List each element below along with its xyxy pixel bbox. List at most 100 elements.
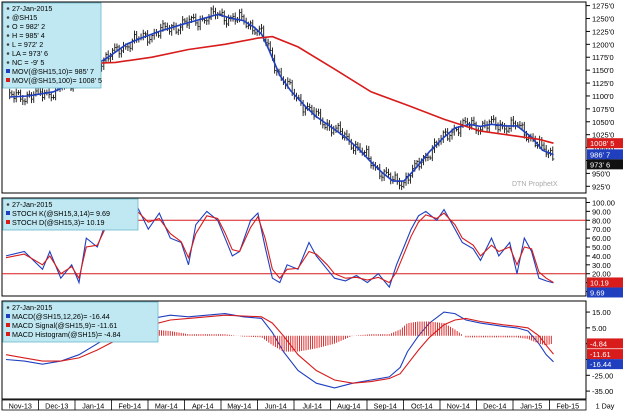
stoch-ytick-label: 30.00 — [592, 261, 611, 270]
price-info-line: 27-Jan-2015 — [12, 4, 52, 13]
macd-legend-label: MACD(@SH15,12,26)= -16.44 — [12, 312, 110, 321]
stoch-last-value-tag — [587, 277, 623, 288]
price-ytick-label: 1175'0 — [592, 53, 614, 62]
stoch-ytick-label: 50.00 — [592, 243, 611, 252]
price-ytick-label: 1225'0 — [592, 27, 614, 36]
price-legend-swatch — [6, 69, 10, 73]
price-last-value-tag — [587, 159, 623, 170]
stoch-ytick-label: 70.00 — [592, 225, 611, 234]
price-last-value-tag — [587, 149, 623, 160]
price-info-bullet — [6, 25, 10, 28]
macd-last-value-label: -11.61 — [590, 350, 611, 359]
price-panel: 1275'0 1250'0 1225'0 1200'0 1175'0 1150'0 1125… — [1, 1, 623, 194]
price-info-line: H = 985' 4 — [12, 31, 45, 40]
stoch-ytick-label: 20.00 — [592, 270, 611, 279]
price-series-0 — [9, 13, 554, 182]
stoch-legend-swatch — [6, 211, 10, 215]
x-tick-label: Feb-14 — [118, 402, 141, 411]
stoch-info-box — [2, 198, 139, 231]
price-last-value-label: 1008' 5 — [590, 139, 614, 148]
macd-last-value-label: -16.44 — [590, 360, 611, 369]
x-tick-label: Aug-14 — [337, 402, 360, 411]
macd-ytick-label: -35.00 — [592, 387, 613, 396]
price-info-bullet — [6, 43, 10, 46]
stoch-legend-swatch — [6, 220, 10, 224]
x-interval-label: 1 Day — [596, 402, 615, 411]
x-tick-label: Nov-14 — [447, 402, 470, 411]
macd-info-line: 27-Jan-2015 — [12, 303, 52, 312]
macd-last-value-tag — [587, 349, 623, 360]
price-info-line: NC = -9' 5 — [12, 58, 44, 67]
x-tick-label: Sep-14 — [374, 402, 397, 411]
price-last-value-label: 986' 7 — [590, 150, 610, 159]
macd-panel: 15.005.00-5.00-15.00-25.00-35.00-4.84-11… — [1, 300, 623, 400]
macd-last-value-tag — [587, 338, 623, 349]
x-tick-label: May-14 — [227, 402, 251, 411]
x-tick-label: Apr-14 — [192, 402, 214, 411]
price-last-value-tag — [587, 138, 623, 149]
price-ytick-label: 1025'0 — [592, 131, 614, 140]
stoch-last-value-label: 9.69 — [590, 288, 605, 297]
price-ytick-label: 1150'0 — [592, 66, 614, 75]
x-tick-label: Dec-14 — [483, 402, 506, 411]
x-tick-label: Mar-14 — [155, 402, 178, 411]
macd-info-bullet — [6, 306, 10, 309]
macd-ytick-label: 15.00 — [592, 308, 611, 317]
macd-legend-swatch — [6, 332, 10, 336]
price-legend-label: MOV(@SH15,100)= 1008' 5 — [12, 76, 102, 85]
price-info-bullet — [6, 61, 10, 64]
price-info-line: L = 972' 2 — [12, 40, 43, 49]
watermark: DTN ProphetX — [512, 181, 558, 188]
x-tick-label: Oct-14 — [411, 402, 433, 411]
stoch-last-value-label: 10.19 — [590, 278, 609, 287]
price-ytick-label: 1200'0 — [592, 40, 614, 49]
price-ytick-label: 925'0 — [592, 182, 610, 191]
stoch-ytick-label: 90.00 — [592, 207, 611, 216]
stoch-ytick-label: 80.00 — [592, 216, 611, 225]
stoch-legend-label: STOCH D(@SH15,3)= 10.19 — [12, 218, 104, 227]
price-ytick-label: 1050'0 — [592, 118, 614, 127]
x-axis: Nov-13 Dec-13 Jan-14 Feb-14 Mar-14 Apr-14 May-… — [1, 399, 615, 411]
stoch-panel: 100.0090.0080.0070.0060.0050.0040.0030.0… — [1, 197, 623, 298]
macd-info-box — [2, 301, 159, 343]
macd-ytick-label: 5.00 — [592, 324, 607, 333]
x-tick-label: Jun-14 — [265, 402, 287, 411]
macd-legend-label: MACD Histogram(@SH15)= -4.84 — [12, 330, 121, 339]
price-info-bullet — [6, 52, 10, 55]
stoch-info-line: 27-Jan-2015 — [12, 200, 52, 209]
price-ytick-label: 1075'0 — [592, 105, 614, 114]
stoch-ytick-label: 60.00 — [592, 234, 611, 243]
price-last-value-label: 973' 6 — [590, 160, 610, 169]
stoch-info-bullet — [6, 203, 10, 206]
price-series-1 — [9, 35, 554, 144]
price-info-bullet — [6, 34, 10, 37]
price-ytick-label: 1125'0 — [592, 79, 614, 88]
price-info-box — [2, 2, 102, 89]
macd-last-value-tag — [587, 359, 623, 370]
x-tick-label: Nov-13 — [9, 402, 32, 411]
price-info-bullet — [6, 16, 10, 19]
price-ytick-label: 1100'0 — [592, 92, 614, 101]
price-ytick-label: 1250'0 — [592, 15, 614, 24]
stoch-legend-label: STOCH K(@SH15,3,14)= 9.69 — [12, 209, 110, 218]
x-tick-label: Dec-13 — [45, 402, 68, 411]
price-ytick-label: 1275'0 — [592, 2, 614, 11]
macd-last-value-label: -4.84 — [590, 339, 607, 348]
x-tick-label: Jan-14 — [82, 402, 104, 411]
x-tick-label: Feb-15 — [556, 402, 579, 411]
price-info-bullet — [6, 7, 10, 10]
macd-legend-swatch — [6, 314, 10, 318]
stoch-last-value-tag — [587, 287, 623, 298]
price-info-line: LA = 973' 6 — [12, 49, 48, 58]
price-legend-label: MOV(@SH15,10)= 985' 7 — [12, 67, 94, 76]
price-info-line: O = 982' 2 — [12, 22, 45, 31]
price-info-line: @SH15 — [12, 13, 37, 22]
macd-legend-label: MACD Signal(@SH15,9)= -11.61 — [12, 321, 117, 330]
stoch-ytick-label: 40.00 — [592, 252, 611, 261]
macd-ytick-label: -25.00 — [592, 371, 613, 380]
x-tick-label: Jul-14 — [302, 402, 322, 411]
price-legend-swatch — [6, 78, 10, 82]
x-tick-label: Jan-15 — [520, 402, 542, 411]
price-ytick-label: 950'0 — [592, 169, 610, 178]
